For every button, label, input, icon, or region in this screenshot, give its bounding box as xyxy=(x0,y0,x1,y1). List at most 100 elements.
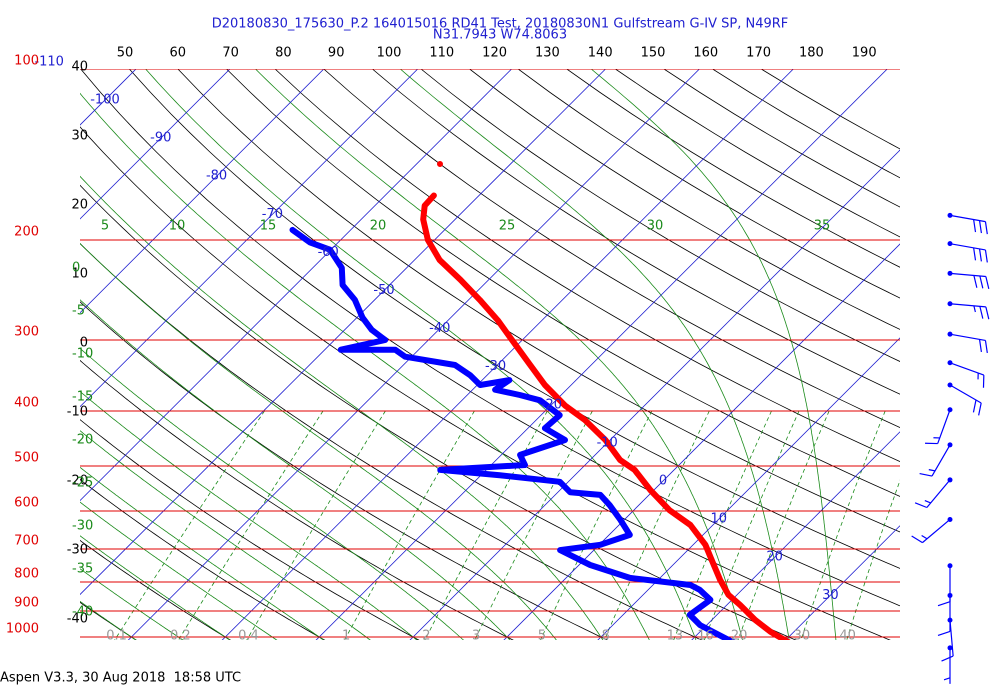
moist-adiabat-label: 30 xyxy=(647,219,664,234)
dry-adiabat xyxy=(760,69,900,150)
dry-adiabat-label: 20 xyxy=(71,198,88,213)
dry-adiabat xyxy=(128,69,900,569)
moist-adiabat-label: -35 xyxy=(72,562,93,577)
chart-title: D20180830_175630_P.2 164015016 RD41 Test… xyxy=(212,17,789,32)
dry-adiabat xyxy=(80,69,900,607)
moist-adiabat xyxy=(254,69,743,640)
dry-adiabat-label: 190 xyxy=(852,46,877,61)
isotherm xyxy=(503,243,900,640)
dry-adiabat-label: 80 xyxy=(275,46,292,61)
moist-adiabat-label: 25 xyxy=(499,219,516,234)
barb-feather xyxy=(943,677,951,681)
moist-adiabat-label: 15 xyxy=(260,219,277,234)
moist-adiabat xyxy=(80,347,465,640)
moist-adiabat xyxy=(145,69,697,640)
barb-feather xyxy=(984,249,988,263)
isotherm-label: -40 xyxy=(429,321,450,336)
moist-adiabat xyxy=(80,466,325,640)
moist-adiabat-label: -5 xyxy=(72,304,85,319)
dry-adiabat xyxy=(80,419,420,640)
moist-adiabat xyxy=(80,299,511,640)
barb-feather xyxy=(973,219,977,233)
barb-feather xyxy=(978,220,982,234)
dry-adiabat-label: 90 xyxy=(328,46,345,61)
wind-barb xyxy=(914,477,953,509)
dry-adiabat-label: 60 xyxy=(170,46,187,61)
moist-adiabat-label: 10 xyxy=(169,219,186,234)
mixing-ratio-line xyxy=(114,410,265,640)
isotherm xyxy=(315,69,888,640)
isotherm xyxy=(221,69,794,640)
moist-adiabat-label: -15 xyxy=(72,390,93,405)
barb-staff xyxy=(949,214,986,223)
isotherm xyxy=(691,431,900,640)
barb-feather xyxy=(919,472,933,477)
sounding-profile xyxy=(420,161,791,640)
dry-adiabat-label: 120 xyxy=(482,46,507,61)
wind-barb xyxy=(947,212,988,235)
wind-barb xyxy=(943,645,953,684)
pressure-label: 300 xyxy=(14,325,39,340)
mixing-ratio-line xyxy=(178,410,324,640)
wind-barb xyxy=(919,442,953,477)
pressure-label: 500 xyxy=(14,451,39,466)
dry-adiabat xyxy=(420,69,900,362)
moist-adiabat xyxy=(80,175,604,640)
wind-barb xyxy=(947,241,988,263)
dry-adiabat-label: 100 xyxy=(377,46,402,61)
isotherm-label: -50 xyxy=(373,283,394,298)
sounding-profile xyxy=(289,226,736,640)
mixing-ratio-label: 30 xyxy=(794,629,811,644)
dry-adiabat xyxy=(80,301,609,640)
mixing-ratio-line xyxy=(703,410,800,640)
dry-adiabat-label: 50 xyxy=(117,46,134,61)
isotherm xyxy=(785,525,900,640)
isotherm xyxy=(409,149,900,640)
barb-feather xyxy=(914,502,928,509)
mixing-ratio-label: 5 xyxy=(538,629,546,644)
moist-adiabat-label: -20 xyxy=(72,433,93,448)
dry-adiabat xyxy=(80,126,891,640)
dry-adiabat xyxy=(371,69,900,395)
dry-adiabat-label: 0 xyxy=(80,336,88,351)
footer: Aspen V3.3, 30 Aug 2018 18:58 UTC xyxy=(0,671,241,686)
moist-adiabat-label: -10 xyxy=(72,347,93,362)
dry-adiabat-label: -10 xyxy=(67,405,88,420)
pressure-label: 800 xyxy=(14,566,39,581)
isotherm xyxy=(80,69,325,314)
wind-barbs xyxy=(911,212,990,684)
isotherm-label: 20 xyxy=(766,550,783,565)
dry-adiabat-label: 110 xyxy=(429,46,454,61)
mixing-ratio-label: 0.2 xyxy=(170,629,191,644)
mixing-ratio-label: 0.4 xyxy=(238,629,259,644)
mixing-ratio-label: 40 xyxy=(839,629,856,644)
barb-feather xyxy=(985,276,990,289)
moist-adiabat xyxy=(80,390,418,640)
dry-adiabat-label: 140 xyxy=(588,46,613,61)
dry-adiabat-label: 170 xyxy=(746,46,771,61)
isotherm-label: -70 xyxy=(262,207,283,222)
moist-adiabat xyxy=(80,600,137,640)
dry-adiabat xyxy=(225,69,900,497)
dry-adiabat-label: 130 xyxy=(535,46,560,61)
mixing-ratio-label: 20 xyxy=(731,629,748,644)
moist-adiabat xyxy=(80,430,371,640)
mixing-ratio-line xyxy=(540,410,653,640)
barb-feather xyxy=(979,275,984,289)
barb-staff xyxy=(949,333,986,342)
dry-adiabat xyxy=(80,539,232,640)
barb-staff xyxy=(949,620,954,657)
mixing-ratio-line xyxy=(474,410,593,640)
moist-adiabat-label: -30 xyxy=(72,519,93,534)
wind-barb xyxy=(947,331,988,354)
mixing-ratio-label: 0.1 xyxy=(106,629,127,644)
moist-adiabat xyxy=(590,69,837,640)
isotherm-label: 30 xyxy=(822,588,839,603)
moist-adiabat-label: 20 xyxy=(370,219,387,234)
wind-barb xyxy=(911,516,953,544)
isotherm-label: -10 xyxy=(597,435,618,450)
chart-subtitle: N31.7943 W74.8063 xyxy=(433,28,567,43)
pressure-label: 400 xyxy=(14,395,39,410)
